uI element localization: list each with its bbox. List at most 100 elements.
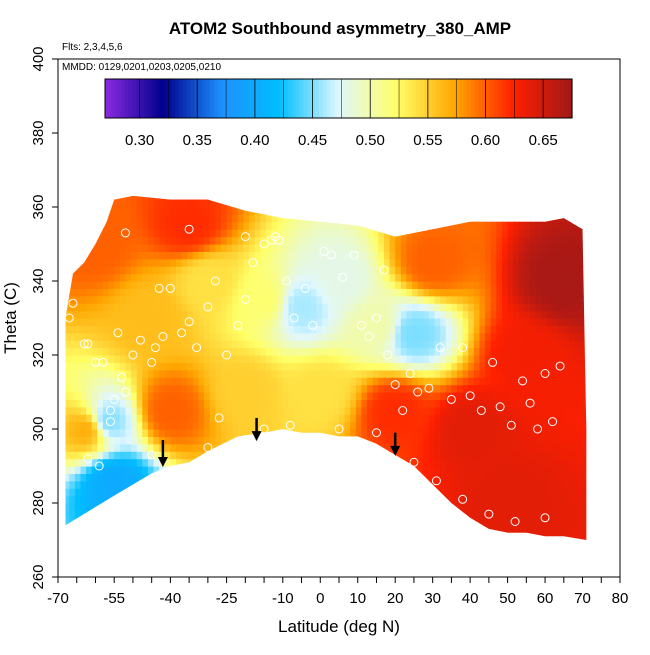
heatmap-cell — [328, 525, 334, 533]
heatmap-cell — [519, 488, 525, 496]
heatmap-cell — [210, 311, 216, 319]
heatmap-cell — [406, 503, 412, 511]
heatmap-cell — [564, 481, 570, 489]
heatmap-cell — [272, 274, 278, 282]
heatmap-cell — [92, 266, 98, 274]
heatmap-cell — [64, 392, 70, 400]
heatmap-cell — [232, 392, 238, 400]
heatmap-cell — [508, 399, 514, 407]
heatmap-cell — [142, 274, 148, 282]
heatmap-cell — [496, 459, 502, 467]
heatmap-cell — [513, 311, 519, 319]
heatmap-cell — [92, 229, 98, 237]
heatmap-cell — [182, 207, 188, 215]
heatmap-cell — [361, 466, 367, 474]
heatmap-cell — [451, 333, 457, 341]
heatmap-cell — [311, 214, 317, 222]
heatmap-cell — [592, 422, 598, 430]
heatmap-cell — [328, 518, 334, 526]
heatmap-cell — [412, 214, 418, 222]
heatmap-cell — [361, 414, 367, 422]
heatmap-cell — [148, 481, 154, 489]
heatmap-cell — [519, 385, 525, 393]
heatmap-cell — [361, 547, 367, 555]
heatmap-cell — [131, 392, 137, 400]
heatmap-cell — [187, 451, 193, 459]
heatmap-cell — [137, 533, 143, 541]
heatmap-cell — [260, 185, 266, 193]
heatmap-cell — [586, 222, 592, 230]
heatmap-cell — [272, 385, 278, 393]
heatmap-cell — [569, 237, 575, 245]
heatmap-cell — [378, 503, 384, 511]
heatmap-cell — [148, 318, 154, 326]
heatmap-cell — [311, 200, 317, 208]
heatmap-cell — [564, 229, 570, 237]
heatmap-cell — [524, 325, 530, 333]
heatmap-cell — [547, 340, 553, 348]
heatmap-cell — [361, 266, 367, 274]
heatmap-cell — [446, 251, 452, 259]
heatmap-cell — [575, 200, 581, 208]
heatmap-cell — [457, 540, 463, 548]
heatmap-cell — [215, 525, 221, 533]
heatmap-cell — [75, 459, 81, 467]
heatmap-cell — [373, 377, 379, 385]
heatmap-cell — [176, 237, 182, 245]
heatmap-cell — [519, 451, 525, 459]
heatmap-cell — [165, 414, 171, 422]
heatmap-cell — [575, 510, 581, 518]
heatmap-cell — [350, 214, 356, 222]
heatmap-cell — [524, 459, 530, 467]
heatmap-cell — [80, 222, 86, 230]
heatmap-cell — [125, 473, 131, 481]
heatmap-cell — [491, 422, 497, 430]
heatmap-cell — [266, 244, 272, 252]
heatmap-cell — [142, 436, 148, 444]
heatmap-cell — [530, 547, 536, 555]
heatmap-cell — [463, 362, 469, 370]
heatmap-cell — [142, 266, 148, 274]
heatmap-cell — [227, 340, 233, 348]
heatmap-cell — [125, 407, 131, 415]
heatmap-cell — [300, 303, 306, 311]
heatmap-cell — [575, 251, 581, 259]
heatmap-cell — [227, 488, 233, 496]
heatmap-cell — [125, 518, 131, 526]
colorbar-segment — [432, 79, 436, 118]
heatmap-cell — [204, 503, 210, 511]
heatmap-cell — [148, 496, 154, 504]
heatmap-cell — [199, 496, 205, 504]
heatmap-cell — [75, 214, 81, 222]
heatmap-cell — [182, 281, 188, 289]
heatmap-cell — [120, 525, 126, 533]
heatmap-cell — [328, 436, 334, 444]
heatmap-cell — [92, 466, 98, 474]
heatmap-cell — [322, 540, 328, 548]
heatmap-cell — [154, 325, 160, 333]
heatmap-cell — [373, 333, 379, 341]
heatmap-cell — [581, 466, 587, 474]
heatmap-cell — [58, 266, 64, 274]
heatmap-cell — [508, 473, 514, 481]
heatmap-cell — [182, 466, 188, 474]
heatmap-cell — [260, 525, 266, 533]
heatmap-cell — [260, 288, 266, 296]
heatmap-cell — [406, 237, 412, 245]
heatmap-cell — [238, 496, 244, 504]
heatmap-cell — [541, 222, 547, 230]
heatmap-cell — [524, 207, 530, 215]
heatmap-cell — [165, 266, 171, 274]
heatmap-cell — [243, 422, 249, 430]
heatmap-cell — [272, 407, 278, 415]
heatmap-cell — [131, 377, 137, 385]
heatmap-cell — [165, 192, 171, 200]
heatmap-cell — [569, 296, 575, 304]
colorbar-segment — [463, 79, 467, 118]
heatmap-cell — [496, 547, 502, 555]
heatmap-cell — [215, 466, 221, 474]
heatmap-cell — [182, 540, 188, 548]
heatmap-cell — [86, 229, 92, 237]
heatmap-cell — [69, 348, 75, 356]
heatmap-cell — [569, 481, 575, 489]
